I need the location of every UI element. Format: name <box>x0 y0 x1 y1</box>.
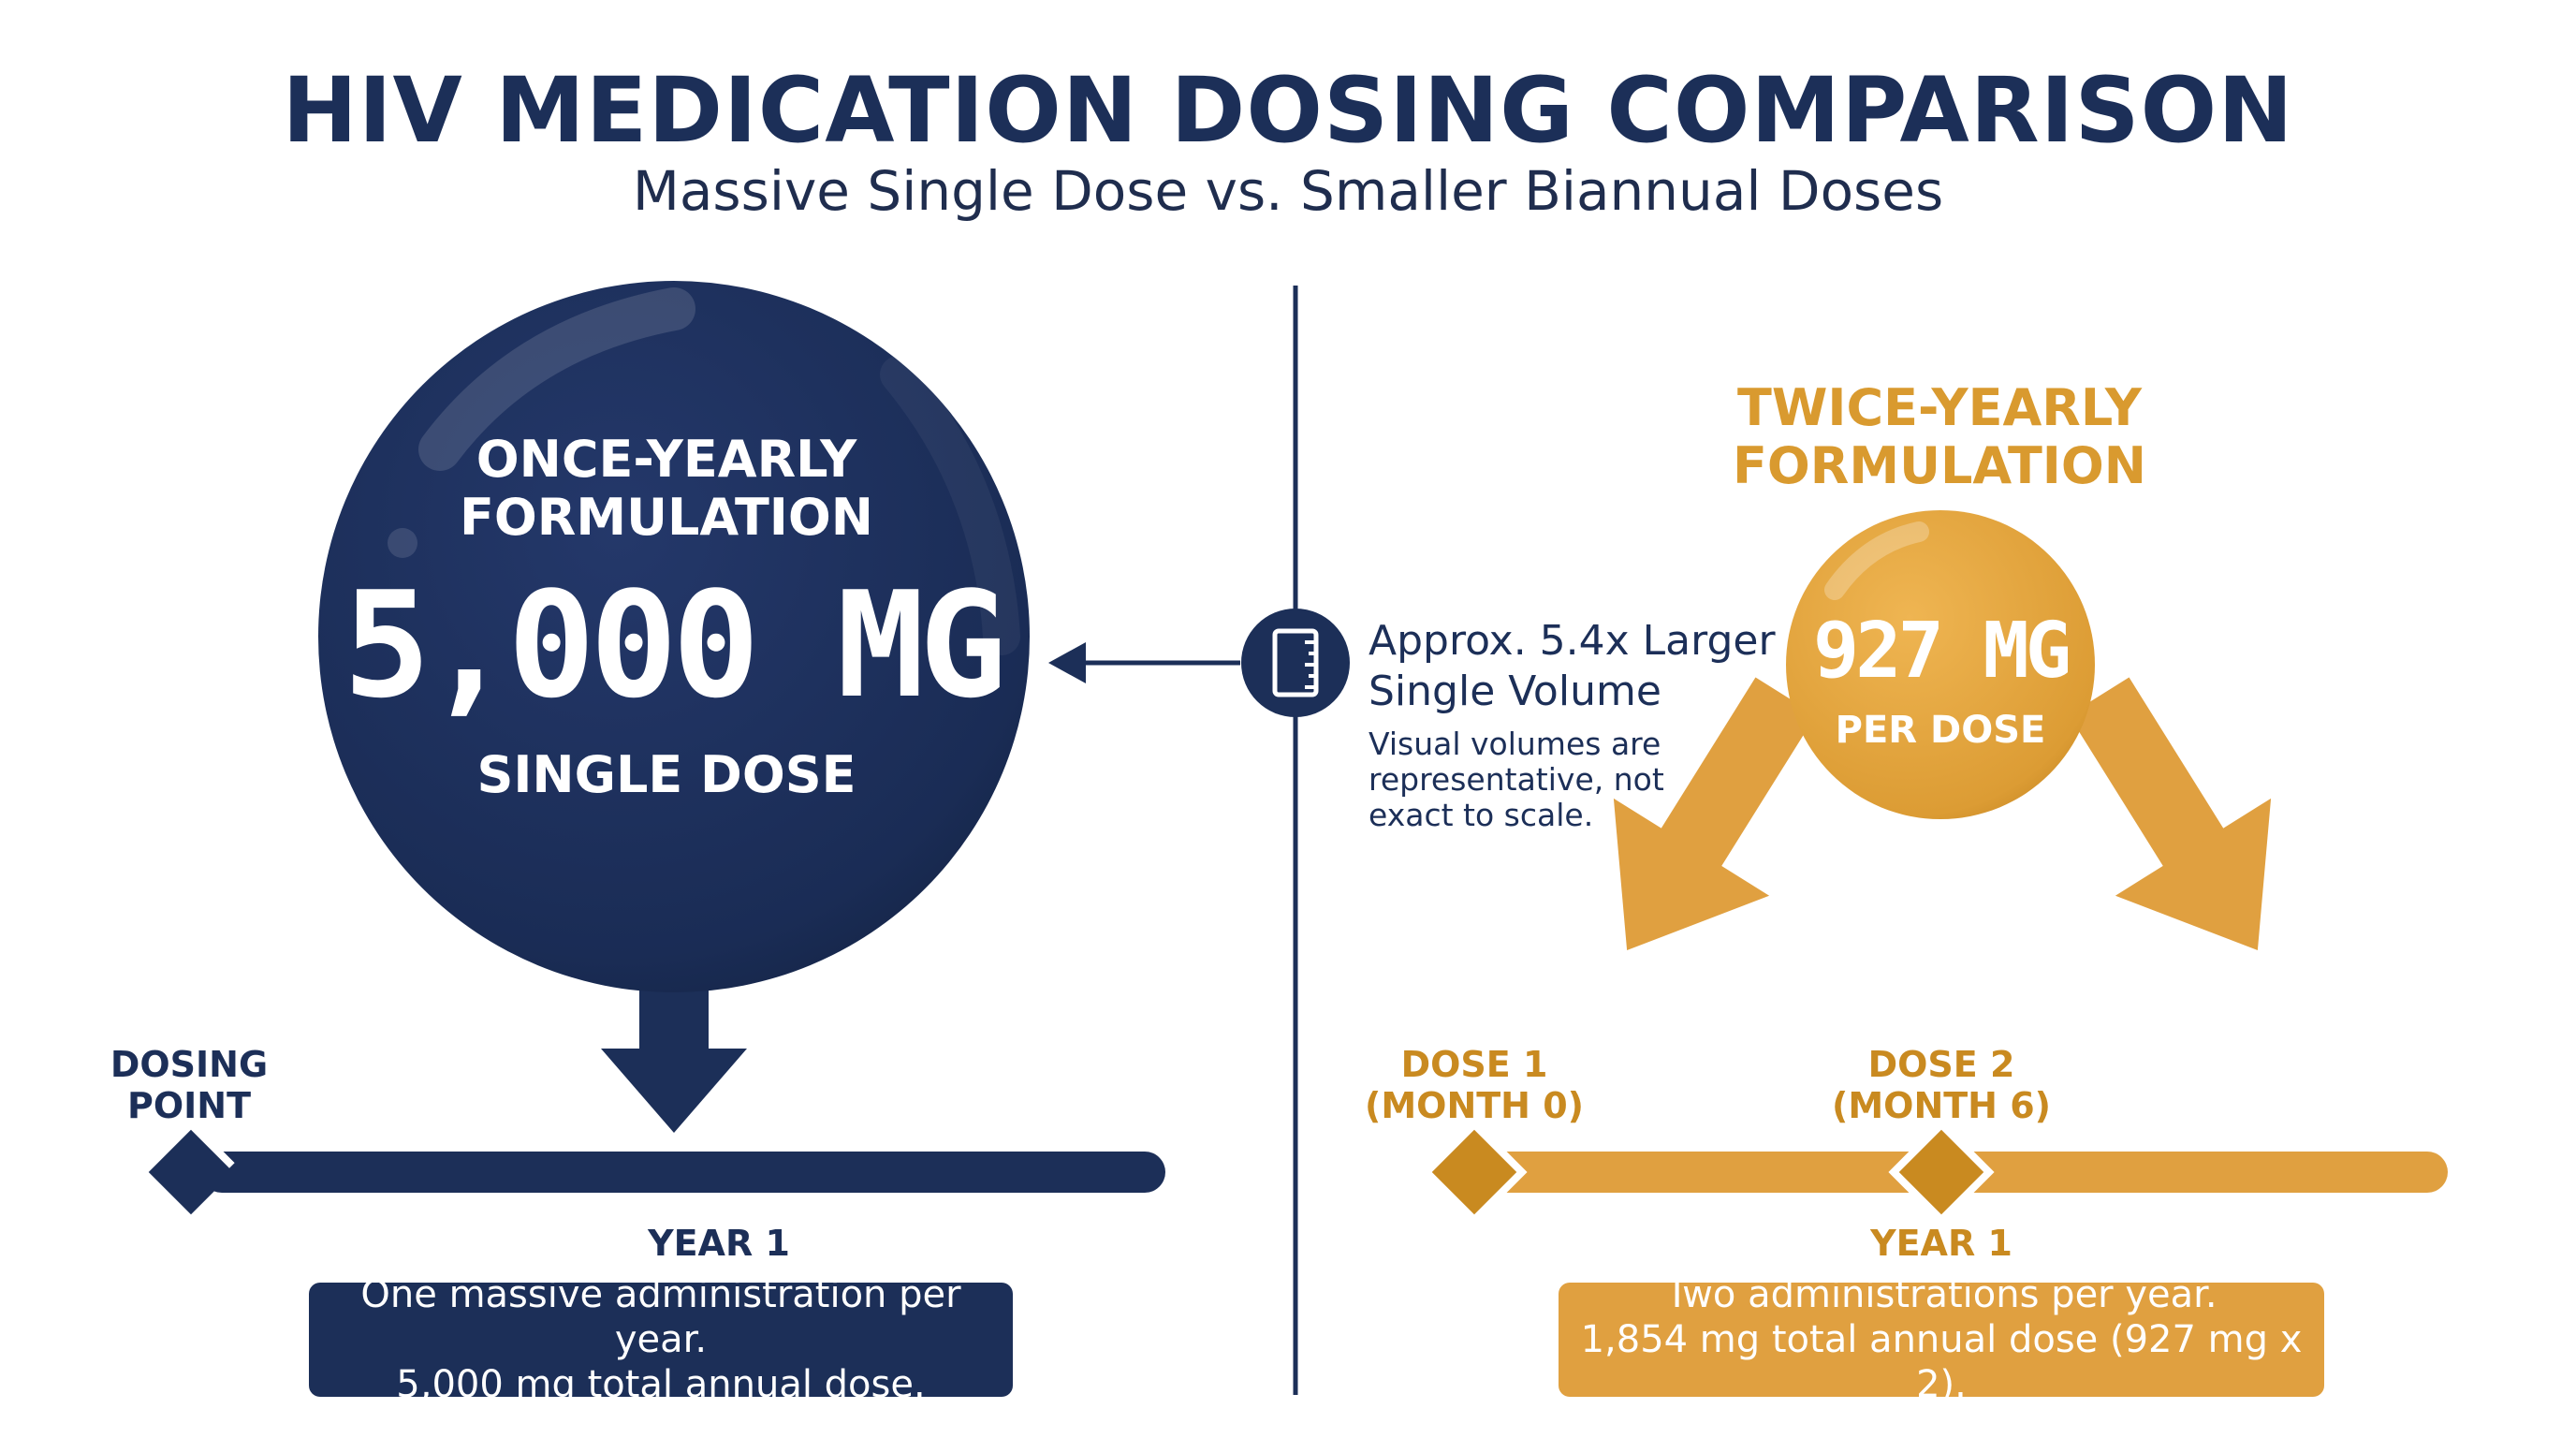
twice-yearly-dose-value: 927 MG <box>1812 607 2071 696</box>
dose1-marker <box>1431 1129 1517 1215</box>
left-arrow-icon <box>1048 642 1240 683</box>
dose1-label-line2: (MONTH 0) <box>1364 1085 1585 1126</box>
diagonal-arrow-left-icon <box>1613 677 1816 951</box>
once-yearly-summary-line1: One massive administration per year. <box>360 1273 961 1361</box>
twice-yearly-label-line1: TWICE-YEARLY <box>1737 378 2142 437</box>
twice-yearly-dose-caption: PER DOSE <box>1835 709 2046 752</box>
comparison-main-line1: Approx. 5.4x Larger <box>1368 617 1776 665</box>
once-yearly-dose-caption: SINGLE DOSE <box>476 745 856 804</box>
dose2-label-line2: (MONTH 6) <box>1831 1085 2052 1126</box>
once-yearly-dose-value: 5,000 MG <box>343 560 1006 730</box>
twice-yearly-summary-line2: 1,854 mg total annual dose (927 mg x 2). <box>1580 1318 2303 1406</box>
diagonal-arrow-right-icon <box>2069 677 2272 951</box>
comparison-note-line3: exact to scale. <box>1368 797 1594 833</box>
comparison-note: Visual volumes are representative, not e… <box>1368 726 1664 833</box>
comparison-note-line1: Visual volumes are <box>1368 726 1661 762</box>
once-yearly-label-line1: ONCE-YEARLY <box>476 430 857 489</box>
dose2-marker <box>1898 1129 1984 1215</box>
ruler-icon <box>1241 609 1350 717</box>
comparison-main-text: Approx. 5.4x Larger Single Volume <box>1368 616 1776 717</box>
twice-yearly-sphere <box>1786 510 2095 819</box>
dose1-label: DOSE 1 (MONTH 0) <box>1365 1044 1584 1126</box>
twice-yearly-label-line2: FORMULATION <box>1733 436 2146 495</box>
page-title: HIV MEDICATION DOSING COMPARISON <box>282 58 2294 163</box>
dose2-label: DOSE 2 (MONTH 6) <box>1832 1044 2051 1126</box>
once-yearly-label-line2: FORMULATION <box>460 488 873 547</box>
dosing-point-label-line1: DOSING <box>110 1044 269 1085</box>
twice-yearly-summary: Two administrations per year. 1,854 mg t… <box>1559 1273 2324 1406</box>
once-yearly-timeline <box>128 1109 1165 1216</box>
once-yearly-summary-line2: 5,000 mg total annual dose. <box>396 1363 926 1406</box>
twice-yearly-summary-line1: Two administrations per year. <box>1665 1273 2217 1316</box>
dosing-point-label: DOSING POINT <box>110 1044 268 1126</box>
page-subtitle: Massive Single Dose vs. Smaller Biannual… <box>632 159 1944 223</box>
dose1-label-line1: DOSE 1 <box>1400 1044 1548 1085</box>
once-yearly-timeline-label: YEAR 1 <box>648 1223 790 1264</box>
comparison-main-line2: Single Volume <box>1368 668 1661 715</box>
twice-yearly-label: TWICE-YEARLY FORMULATION <box>1733 379 2146 495</box>
twice-yearly-timeline-label: YEAR 1 <box>1870 1223 2012 1264</box>
once-yearly-summary: One massive administration per year. 5,0… <box>309 1273 1013 1406</box>
twice-yearly-timeline <box>1421 1119 2448 1225</box>
once-yearly-sphere <box>318 281 1030 992</box>
comparison-note-line2: representative, not <box>1368 761 1664 798</box>
dosing-point-label-line2: POINT <box>126 1085 252 1126</box>
dose2-label-line1: DOSE 2 <box>1867 1044 2015 1085</box>
once-yearly-label: ONCE-YEARLY FORMULATION <box>460 431 873 547</box>
